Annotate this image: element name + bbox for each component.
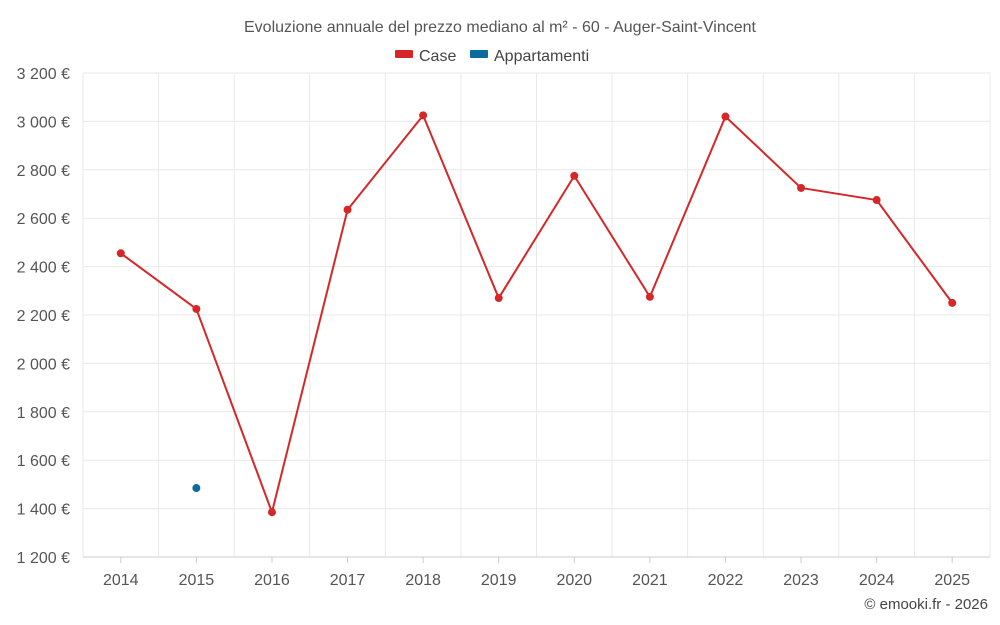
x-tick-label: 2018	[405, 572, 441, 589]
y-tick-label: 1 200 €	[17, 550, 70, 567]
x-tick-label: 2022	[708, 572, 744, 589]
series-case	[116, 111, 957, 517]
data-point-case-2021[interactable]	[645, 292, 654, 301]
y-tick-label: 3 200 €	[17, 66, 70, 83]
series-appartamenti	[192, 484, 201, 493]
series-line-case	[120, 114, 954, 514]
x-tick-label: 2024	[859, 572, 895, 589]
data-point-case-2023[interactable]	[797, 183, 806, 192]
y-tick-label: 2 400 €	[17, 260, 70, 277]
x-tick-label: 2023	[783, 572, 819, 589]
data-point-case-2019[interactable]	[494, 294, 503, 303]
x-tick-label: 2016	[254, 572, 290, 589]
y-tick-label: 1 400 €	[17, 502, 70, 519]
series-layer	[116, 111, 957, 517]
x-tick-label: 2017	[330, 572, 366, 589]
data-point-case-2017[interactable]	[343, 205, 352, 214]
legend: Case Appartamenti	[395, 48, 589, 65]
data-point-case-2022[interactable]	[721, 112, 730, 121]
x-tick-label: 2025	[934, 572, 970, 589]
legend-label-appartamenti: Appartamenti	[494, 48, 589, 65]
y-tick-label: 3 000 €	[17, 114, 70, 131]
y-tick-label: 2 600 €	[17, 211, 70, 228]
data-point-case-2020[interactable]	[570, 171, 579, 180]
x-tick-label: 2021	[632, 572, 668, 589]
data-point-case-2016[interactable]	[267, 508, 276, 517]
data-point-case-2025[interactable]	[948, 298, 957, 307]
data-point-case-2014[interactable]	[116, 249, 125, 258]
chart-title: Evoluzione annuale del prezzo mediano al…	[244, 19, 757, 36]
y-axis: 1 200 € 1 400 € 1 600 € 1 800 € 2 000 € 2 200…	[17, 66, 70, 567]
grid	[82, 72, 991, 558]
x-tick-label: 2014	[103, 572, 139, 589]
y-tick-label: 2 800 €	[17, 163, 70, 180]
data-point-case-2015[interactable]	[192, 304, 201, 313]
y-tick-label: 2 000 €	[17, 356, 70, 373]
data-point-case-2024[interactable]	[872, 196, 881, 205]
data-point-appartamenti-2015[interactable]	[192, 484, 201, 493]
legend-label-case: Case	[419, 48, 456, 65]
legend-item-appartamenti[interactable]: Appartamenti	[470, 48, 589, 65]
legend-swatch-case	[395, 50, 413, 58]
x-tick-label: 2020	[556, 572, 592, 589]
x-axis: 2014 2015 2016 2017 2018 2019 2020 2021 2022 2023…	[83, 556, 990, 589]
credit: © emooki.fr - 2026	[864, 596, 988, 613]
legend-swatch-appartamenti	[470, 50, 488, 58]
x-tick-label: 2019	[481, 572, 517, 589]
y-tick-label: 2 200 €	[17, 308, 70, 325]
y-tick-label: 1 600 €	[17, 453, 70, 470]
x-tick-label: 2015	[179, 572, 215, 589]
y-tick-label: 1 800 €	[17, 405, 70, 422]
data-point-case-2018[interactable]	[419, 111, 428, 120]
legend-item-case[interactable]: Case	[395, 48, 456, 65]
